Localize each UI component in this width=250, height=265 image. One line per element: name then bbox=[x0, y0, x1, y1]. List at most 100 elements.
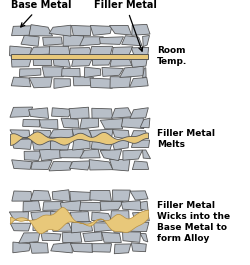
Polygon shape bbox=[100, 149, 122, 161]
Text: Room
Temp.: Room Temp. bbox=[157, 46, 187, 67]
Polygon shape bbox=[21, 35, 39, 46]
Polygon shape bbox=[10, 130, 30, 139]
Polygon shape bbox=[131, 131, 148, 139]
Polygon shape bbox=[132, 161, 149, 170]
Polygon shape bbox=[43, 37, 62, 46]
Polygon shape bbox=[12, 26, 31, 36]
Polygon shape bbox=[12, 160, 32, 169]
Polygon shape bbox=[73, 77, 94, 86]
Polygon shape bbox=[92, 244, 112, 252]
Polygon shape bbox=[70, 243, 93, 252]
Polygon shape bbox=[130, 191, 148, 200]
Polygon shape bbox=[52, 190, 70, 201]
Polygon shape bbox=[110, 211, 129, 221]
Polygon shape bbox=[110, 77, 131, 88]
Polygon shape bbox=[42, 67, 64, 77]
Polygon shape bbox=[110, 57, 132, 67]
Polygon shape bbox=[120, 66, 143, 77]
Polygon shape bbox=[33, 130, 52, 137]
Polygon shape bbox=[72, 56, 93, 66]
Polygon shape bbox=[102, 68, 124, 76]
Polygon shape bbox=[10, 132, 148, 145]
Polygon shape bbox=[140, 118, 150, 128]
Polygon shape bbox=[52, 108, 73, 117]
Text: Filler Metal
Melts: Filler Metal Melts bbox=[157, 129, 215, 149]
Polygon shape bbox=[132, 212, 149, 222]
Polygon shape bbox=[112, 108, 132, 118]
Polygon shape bbox=[110, 160, 130, 171]
Polygon shape bbox=[72, 25, 91, 36]
Polygon shape bbox=[10, 207, 148, 234]
Polygon shape bbox=[28, 108, 48, 118]
Polygon shape bbox=[142, 68, 146, 78]
Polygon shape bbox=[12, 191, 32, 201]
Polygon shape bbox=[49, 46, 70, 57]
Polygon shape bbox=[130, 108, 148, 118]
Polygon shape bbox=[131, 140, 150, 147]
Polygon shape bbox=[33, 222, 48, 231]
Polygon shape bbox=[32, 139, 51, 150]
Polygon shape bbox=[90, 129, 113, 139]
Text: Filler Metal: Filler Metal bbox=[94, 0, 157, 51]
Polygon shape bbox=[11, 139, 32, 149]
Polygon shape bbox=[30, 242, 48, 253]
Polygon shape bbox=[60, 200, 81, 211]
Polygon shape bbox=[39, 120, 58, 129]
Polygon shape bbox=[69, 107, 89, 119]
Polygon shape bbox=[69, 47, 93, 57]
Polygon shape bbox=[80, 149, 100, 158]
Polygon shape bbox=[130, 222, 149, 232]
Polygon shape bbox=[50, 138, 71, 150]
Polygon shape bbox=[132, 24, 150, 35]
Polygon shape bbox=[71, 222, 92, 233]
Polygon shape bbox=[122, 232, 140, 242]
Polygon shape bbox=[62, 232, 82, 243]
Polygon shape bbox=[131, 56, 148, 67]
Polygon shape bbox=[19, 233, 40, 243]
Polygon shape bbox=[51, 242, 72, 253]
Polygon shape bbox=[51, 211, 73, 222]
Polygon shape bbox=[23, 201, 40, 212]
Polygon shape bbox=[89, 160, 113, 170]
Polygon shape bbox=[92, 108, 113, 118]
Polygon shape bbox=[33, 56, 52, 65]
Polygon shape bbox=[9, 212, 29, 221]
Polygon shape bbox=[24, 151, 42, 161]
Polygon shape bbox=[112, 190, 130, 201]
Polygon shape bbox=[121, 201, 142, 211]
Polygon shape bbox=[94, 223, 113, 232]
Polygon shape bbox=[49, 162, 72, 171]
Polygon shape bbox=[80, 118, 99, 129]
Polygon shape bbox=[114, 244, 131, 254]
Polygon shape bbox=[39, 149, 62, 161]
Polygon shape bbox=[54, 79, 70, 88]
Polygon shape bbox=[23, 120, 40, 127]
Polygon shape bbox=[60, 149, 83, 158]
Polygon shape bbox=[10, 46, 32, 57]
Polygon shape bbox=[10, 223, 31, 231]
Polygon shape bbox=[84, 67, 101, 77]
Polygon shape bbox=[90, 78, 112, 88]
Polygon shape bbox=[114, 223, 129, 232]
Polygon shape bbox=[43, 202, 63, 210]
Polygon shape bbox=[130, 77, 148, 87]
Polygon shape bbox=[90, 25, 112, 35]
Polygon shape bbox=[29, 25, 52, 36]
Polygon shape bbox=[131, 243, 146, 252]
Polygon shape bbox=[122, 36, 142, 46]
Polygon shape bbox=[30, 190, 51, 200]
Polygon shape bbox=[11, 56, 32, 67]
Polygon shape bbox=[91, 139, 113, 150]
Polygon shape bbox=[90, 46, 112, 56]
Polygon shape bbox=[51, 222, 72, 231]
Polygon shape bbox=[100, 119, 123, 129]
Polygon shape bbox=[80, 37, 104, 46]
Polygon shape bbox=[122, 118, 144, 129]
Polygon shape bbox=[112, 139, 129, 150]
Polygon shape bbox=[31, 211, 53, 222]
Polygon shape bbox=[49, 25, 71, 36]
Polygon shape bbox=[72, 129, 92, 139]
Bar bbox=[10, 54, 148, 59]
Polygon shape bbox=[69, 161, 91, 170]
Polygon shape bbox=[61, 118, 79, 128]
